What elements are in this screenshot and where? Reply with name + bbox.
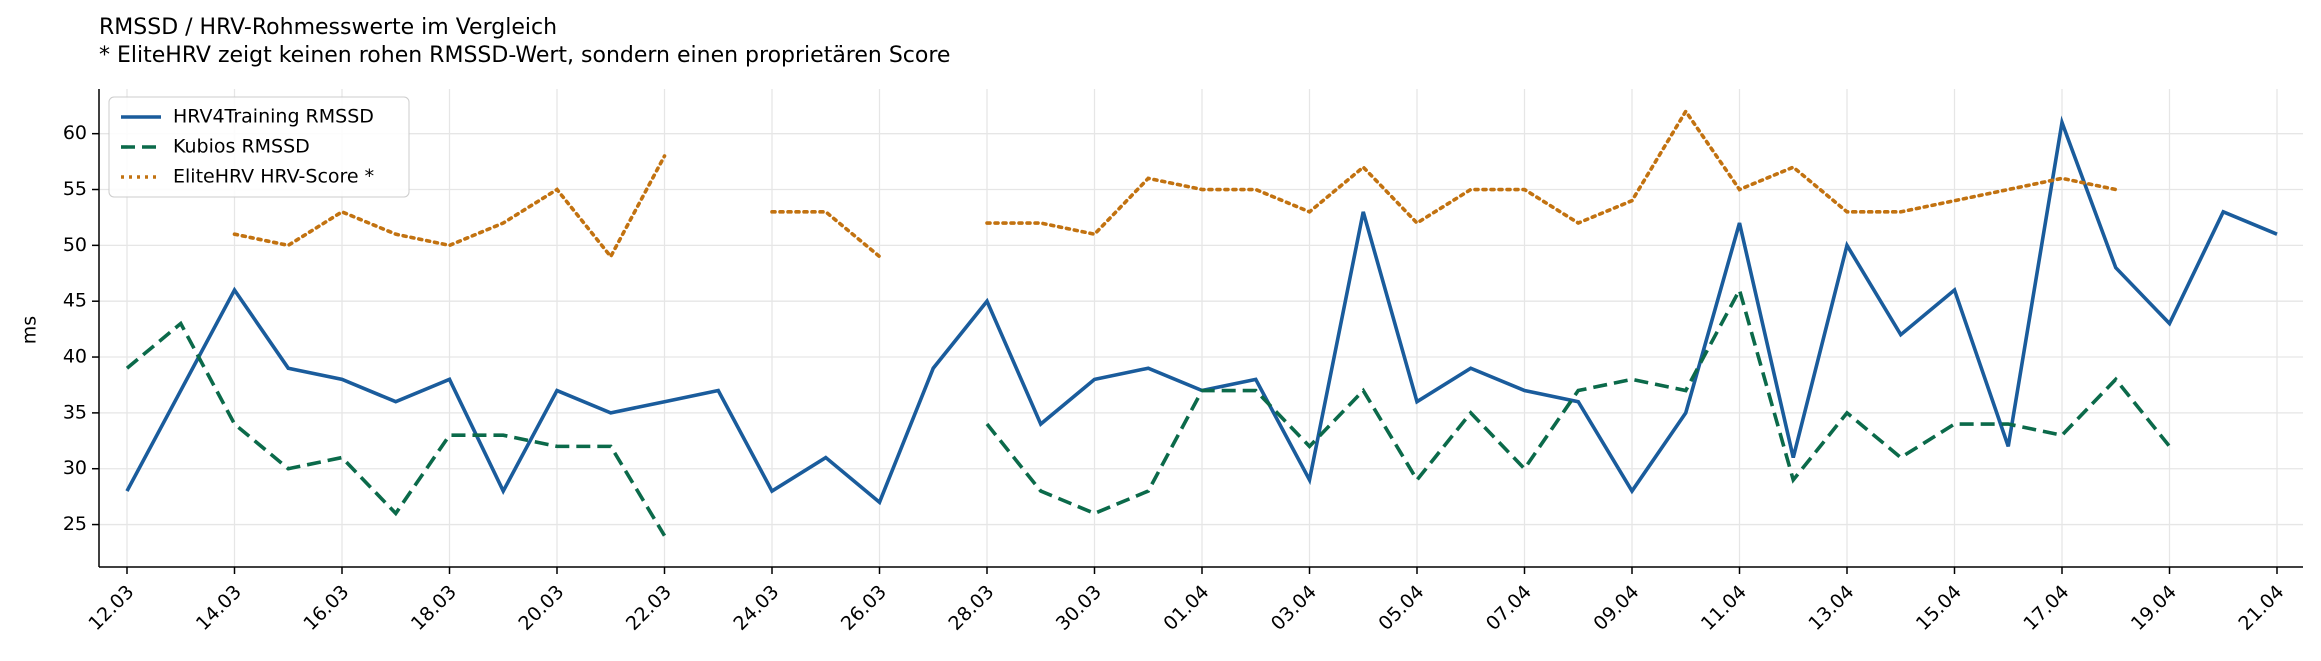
y-tick-label: 55 xyxy=(63,178,87,200)
legend-label: EliteHRV HRV-Score * xyxy=(173,166,374,188)
chart-title: RMSSD / HRV-Rohmesswerte im Vergleich xyxy=(99,15,557,40)
y-tick-label: 45 xyxy=(63,290,87,312)
x-tick-label: 05.04 xyxy=(1374,581,1428,635)
chart-subtitle: * EliteHRV zeigt keinen rohen RMSSD-Wert… xyxy=(99,43,950,68)
x-tick-label: 30.03 xyxy=(1052,581,1106,635)
y-tick-label: 30 xyxy=(63,457,87,479)
x-tick-label: 16.03 xyxy=(299,581,353,635)
series-line xyxy=(125,285,2171,537)
x-tick-label: 11.04 xyxy=(1697,581,1751,635)
x-tick-label: 24.03 xyxy=(729,581,783,635)
x-tick-label: 22.03 xyxy=(622,581,676,635)
y-tick-label: 35 xyxy=(63,401,87,423)
x-tick-label: 09.04 xyxy=(1589,581,1643,635)
y-tick-label: 50 xyxy=(63,234,87,256)
x-tick-label: 14.03 xyxy=(192,581,246,635)
legend-label: Kubios RMSSD xyxy=(173,136,310,158)
legend-label: HRV4Training RMSSD xyxy=(173,106,374,128)
x-tick-label: 19.04 xyxy=(2127,581,2181,635)
series-line xyxy=(232,108,2118,260)
x-tick-label: 12.03 xyxy=(84,581,138,635)
x-tick-label: 20.03 xyxy=(514,581,568,635)
legend-box xyxy=(108,96,410,198)
x-tick-label: 17.04 xyxy=(2019,581,2073,635)
x-tick-label: 21.04 xyxy=(2234,581,2288,635)
x-tick-label: 13.04 xyxy=(1804,581,1858,635)
y-axis-label: ms xyxy=(19,316,41,344)
x-tick-label: 15.04 xyxy=(1912,581,1966,635)
x-tick-label: 28.03 xyxy=(944,581,998,635)
x-tick-label: 18.03 xyxy=(407,581,461,635)
x-tick-label: 26.03 xyxy=(837,581,891,635)
y-tick-label: 25 xyxy=(63,513,87,535)
x-tick-label: 07.04 xyxy=(1482,581,1536,635)
y-tick-label: 40 xyxy=(63,346,87,368)
x-tick-label: 03.04 xyxy=(1267,581,1321,635)
y-tick-label: 60 xyxy=(63,122,87,144)
x-tick-label: 01.04 xyxy=(1159,581,1213,635)
